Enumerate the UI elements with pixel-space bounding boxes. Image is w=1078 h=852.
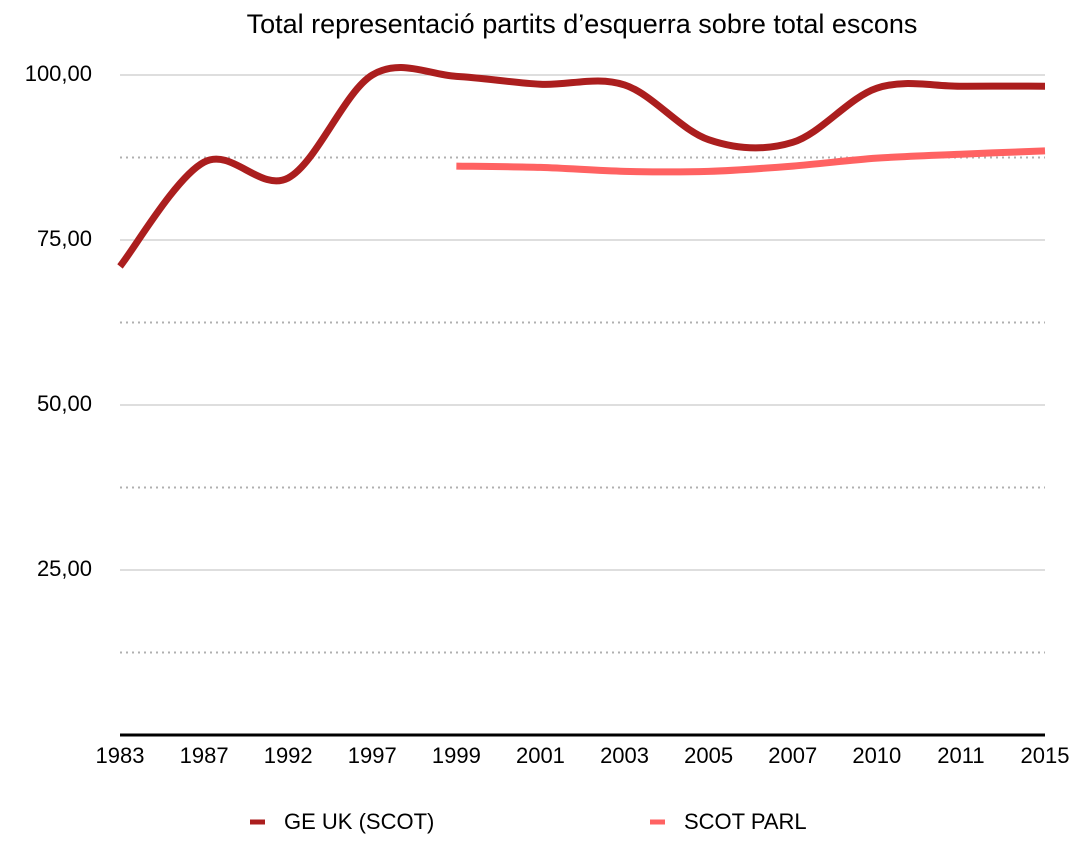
x-tick-label: 1999 [432, 743, 481, 768]
series-line [456, 147, 1046, 176]
y-tick-label: 50,00 [37, 391, 92, 416]
series-line [117, 64, 1046, 269]
y-tick-label: 25,00 [37, 556, 92, 581]
x-tick-label: 2007 [768, 743, 817, 768]
x-tick-label: 2003 [600, 743, 649, 768]
x-tick-label: 1997 [348, 743, 397, 768]
x-tick-label: 1992 [264, 743, 313, 768]
x-tick-label: 2011 [937, 743, 984, 768]
y-tick-label: 100,00 [25, 61, 92, 86]
legend-label: SCOT PARL [684, 809, 807, 834]
x-tick-label: 2005 [684, 743, 733, 768]
x-tick-label: 2015 [1021, 743, 1070, 768]
x-tick-label: 1987 [180, 743, 229, 768]
chart-title: Total representació partits d’esquerra s… [247, 9, 918, 39]
x-tick-label: 2010 [852, 743, 901, 768]
x-tick-label: 2001 [516, 743, 565, 768]
y-tick-label: 75,00 [37, 226, 92, 251]
legend-label: GE UK (SCOT) [284, 809, 434, 834]
x-tick-label: 1983 [96, 743, 145, 768]
